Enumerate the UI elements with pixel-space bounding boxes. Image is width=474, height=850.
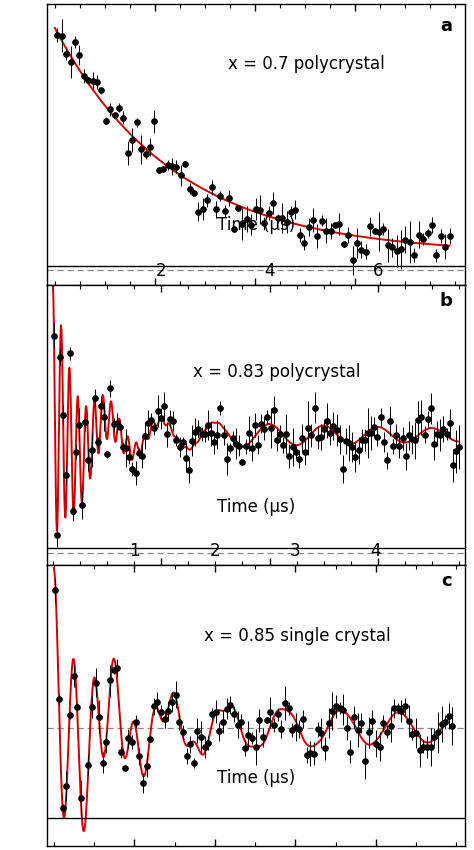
Text: b: b [439, 292, 452, 310]
Text: x = 0.83 polycrystal: x = 0.83 polycrystal [193, 363, 361, 382]
Text: Time (μs): Time (μs) [217, 769, 295, 787]
Text: Time (μs): Time (μs) [217, 498, 295, 516]
Text: c: c [442, 572, 452, 590]
Text: Time (μs): Time (μs) [217, 217, 295, 235]
Text: x = 0.7 polycrystal: x = 0.7 polycrystal [228, 54, 384, 73]
Text: x = 0.85 single crystal: x = 0.85 single crystal [204, 627, 391, 645]
Text: a: a [440, 17, 452, 35]
